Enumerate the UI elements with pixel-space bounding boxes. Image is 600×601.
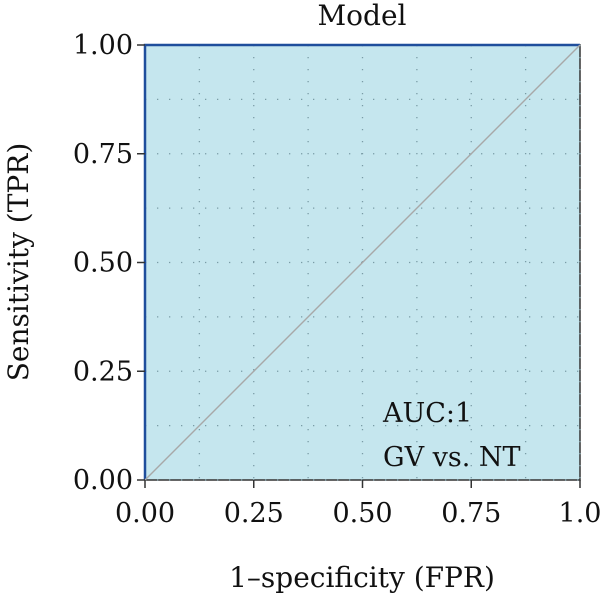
y-axis-title: Sensitivity (TPR) bbox=[2, 143, 35, 382]
x-tick-label: 1.0 bbox=[559, 498, 600, 529]
axis-layer: 0.00 0.25 0.50 0.75 1.0 0.00 0.25 0.50 0.75 1.00 bbox=[73, 30, 600, 529]
chart-title: Model bbox=[318, 0, 407, 32]
x-axis-title: 1–specificity (FPR) bbox=[229, 561, 495, 594]
y-tick-label: 0.50 bbox=[73, 248, 133, 279]
y-tick-label: 1.00 bbox=[73, 30, 133, 61]
x-tick-label: 0.25 bbox=[224, 498, 284, 529]
reference-diagonal-line bbox=[144, 44, 581, 481]
y-tick-label: 0.00 bbox=[73, 465, 133, 496]
x-tick-label: 0.50 bbox=[332, 498, 392, 529]
x-tick-label: 0.00 bbox=[115, 498, 175, 529]
y-tick-label: 0.25 bbox=[73, 356, 133, 387]
auc-annotation: AUC:1 bbox=[382, 398, 472, 429]
x-tick-label: 0.75 bbox=[441, 498, 501, 529]
comparison-annotation: GV vs. NT bbox=[383, 442, 521, 473]
y-tick-label: 0.75 bbox=[73, 139, 133, 170]
